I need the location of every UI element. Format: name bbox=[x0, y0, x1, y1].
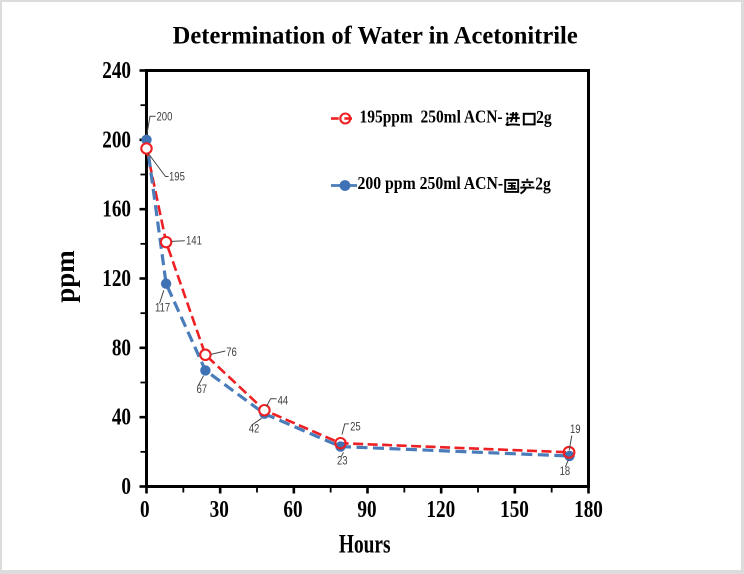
svg-text:23: 23 bbox=[337, 455, 348, 468]
svg-text:120: 120 bbox=[426, 496, 455, 523]
svg-text:160: 160 bbox=[102, 196, 131, 223]
svg-text:2g: 2g bbox=[536, 107, 552, 127]
svg-text:200 ppm 250ml ACN-: 200 ppm 250ml ACN- bbox=[358, 173, 504, 193]
svg-text:2g: 2g bbox=[535, 173, 551, 193]
svg-text:200: 200 bbox=[102, 126, 131, 153]
svg-text:80: 80 bbox=[112, 334, 131, 361]
svg-text:25: 25 bbox=[350, 421, 361, 434]
svg-text:30: 30 bbox=[210, 496, 229, 523]
svg-text:0: 0 bbox=[121, 473, 131, 500]
svg-text:76: 76 bbox=[226, 346, 237, 359]
svg-text:Determination of Water in Acet: Determination of Water in Acetonitrile bbox=[173, 22, 578, 50]
svg-text:44: 44 bbox=[278, 395, 289, 408]
svg-text:19: 19 bbox=[570, 423, 581, 436]
svg-text:141: 141 bbox=[186, 235, 202, 248]
svg-text:60: 60 bbox=[283, 496, 302, 523]
svg-text:67: 67 bbox=[197, 383, 208, 396]
svg-text:40: 40 bbox=[112, 404, 131, 431]
svg-text:Hours: Hours bbox=[339, 530, 391, 558]
svg-text:42: 42 bbox=[249, 423, 260, 436]
svg-text:18: 18 bbox=[560, 465, 571, 478]
svg-text:195: 195 bbox=[169, 171, 185, 184]
svg-text:90: 90 bbox=[357, 496, 376, 523]
svg-text:200: 200 bbox=[157, 111, 173, 124]
svg-text:0: 0 bbox=[140, 496, 150, 523]
svg-text:195ppm 250ml ACN-: 195ppm 250ml ACN- bbox=[360, 106, 503, 126]
svg-text:180: 180 bbox=[574, 496, 603, 523]
svg-text:117: 117 bbox=[155, 302, 170, 315]
svg-text:150: 150 bbox=[500, 496, 529, 523]
svg-text:ppm: ppm bbox=[50, 250, 80, 303]
svg-text:120: 120 bbox=[102, 265, 131, 292]
svg-text:240: 240 bbox=[102, 57, 131, 84]
